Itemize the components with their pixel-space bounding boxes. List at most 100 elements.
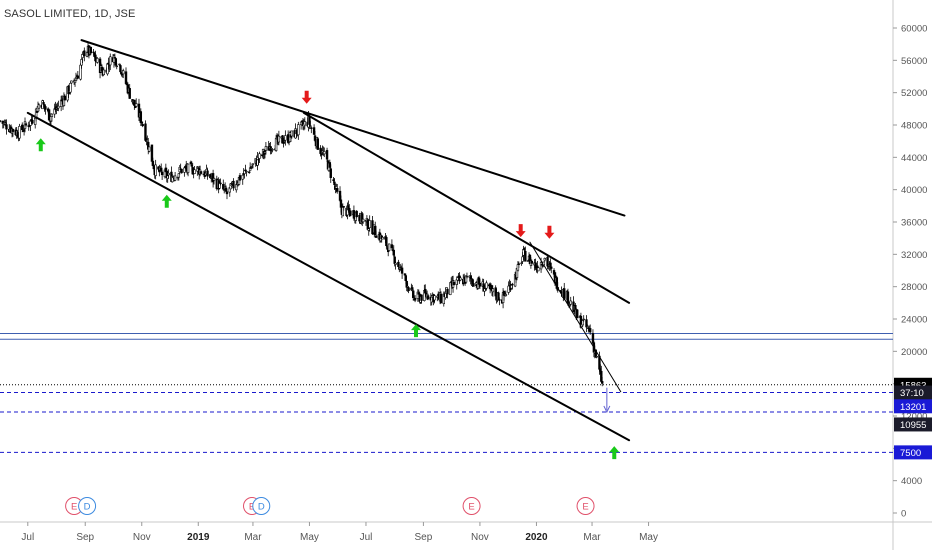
y-tick-label: 0 (901, 509, 906, 520)
candle-body (69, 82, 72, 93)
candle-body (397, 261, 400, 267)
candle-body (42, 102, 45, 105)
candle-body (478, 283, 482, 287)
candle-body (582, 318, 585, 321)
candle-body (464, 275, 468, 283)
candle-body (385, 237, 388, 246)
candle-body (452, 281, 456, 286)
arrow-down-icon (515, 224, 526, 238)
candle-body (446, 288, 449, 295)
candle-body (394, 262, 397, 265)
candle-body (151, 160, 155, 166)
candle-body (63, 95, 67, 101)
x-tick-label: Mar (583, 532, 601, 543)
event-badge-label: E (249, 502, 255, 513)
candle-body (336, 188, 339, 192)
candle-body (566, 291, 570, 304)
candle-body (411, 287, 414, 290)
candle-body (225, 191, 229, 195)
candle-body (50, 113, 54, 117)
candle-body (329, 168, 332, 178)
arrow-up-icon (35, 138, 46, 152)
event-badge-label: E (71, 502, 77, 513)
price-tag-text: 13201 (900, 402, 926, 413)
candle-body (560, 291, 563, 294)
x-tick-label: Nov (471, 532, 489, 543)
candle-body (160, 167, 163, 172)
candle-body (333, 181, 336, 186)
price-tag-text: 7500 (900, 448, 921, 459)
y-tick-label: 44000 (901, 153, 927, 164)
plot-area (0, 0, 893, 522)
y-tick-label: 20000 (901, 347, 927, 358)
candle-body (439, 293, 443, 304)
price-tag-text: 37:10 (900, 388, 924, 399)
arrow-up-icon (161, 194, 172, 208)
candle-body (96, 58, 99, 63)
candle-body (498, 299, 501, 301)
projection-arrow-head (603, 405, 611, 414)
candle-body (147, 146, 151, 152)
y-tick-label: 56000 (901, 56, 927, 67)
candle-body (167, 172, 170, 176)
candle-body (530, 260, 534, 264)
candle-body (244, 169, 247, 172)
candle-body (102, 69, 105, 76)
candle-body (511, 283, 514, 286)
candle-body (309, 125, 312, 127)
arrow-down-icon (544, 225, 555, 239)
candle-body (374, 225, 377, 236)
candle-body (180, 168, 183, 174)
candle-body (413, 298, 417, 301)
y-tick-label: 48000 (901, 121, 927, 132)
trendline (80, 39, 626, 217)
candle-body (11, 129, 15, 132)
candle-body (284, 135, 287, 141)
candle-body (392, 249, 395, 256)
candle-body (517, 263, 521, 265)
candle-body (342, 206, 345, 208)
x-tick-label: 2019 (187, 532, 210, 543)
price-tag (894, 417, 932, 432)
candle-body (109, 56, 112, 66)
candle-body (542, 261, 546, 266)
event-badge-label: D (84, 502, 91, 513)
candle-body (0, 120, 2, 122)
candle-body (361, 213, 364, 223)
candle-body (47, 109, 51, 121)
event-badge-label: E (582, 502, 588, 513)
candle-body (5, 124, 8, 130)
candle-body (310, 127, 313, 129)
candle-body (271, 148, 274, 151)
candle-body (465, 275, 469, 278)
candle-body (581, 320, 584, 326)
candle-body (206, 170, 209, 177)
candle-body (277, 135, 281, 143)
candle-body (83, 50, 86, 57)
candle-body (323, 151, 326, 155)
candle-body (404, 275, 408, 282)
candle-body (381, 237, 384, 240)
candle-body (563, 288, 566, 299)
candle-body (122, 70, 125, 75)
candle-body (241, 174, 244, 180)
x-tick-label: May (639, 532, 658, 543)
candle-body (186, 163, 190, 173)
candle-body (297, 124, 300, 136)
candle-body (24, 123, 28, 126)
candle-body (543, 258, 546, 261)
candle-body (524, 250, 527, 262)
y-tick-label: 4000 (901, 476, 922, 487)
price-tag (894, 385, 932, 400)
x-tick-label: Jul (21, 532, 34, 543)
candle-body (313, 135, 317, 141)
candle-body (472, 283, 475, 287)
candle-body (113, 57, 117, 59)
trendline (26, 111, 631, 442)
candle-body (115, 65, 118, 68)
candle-body (118, 63, 121, 66)
candle-body (387, 243, 391, 251)
candle-body (374, 235, 378, 238)
